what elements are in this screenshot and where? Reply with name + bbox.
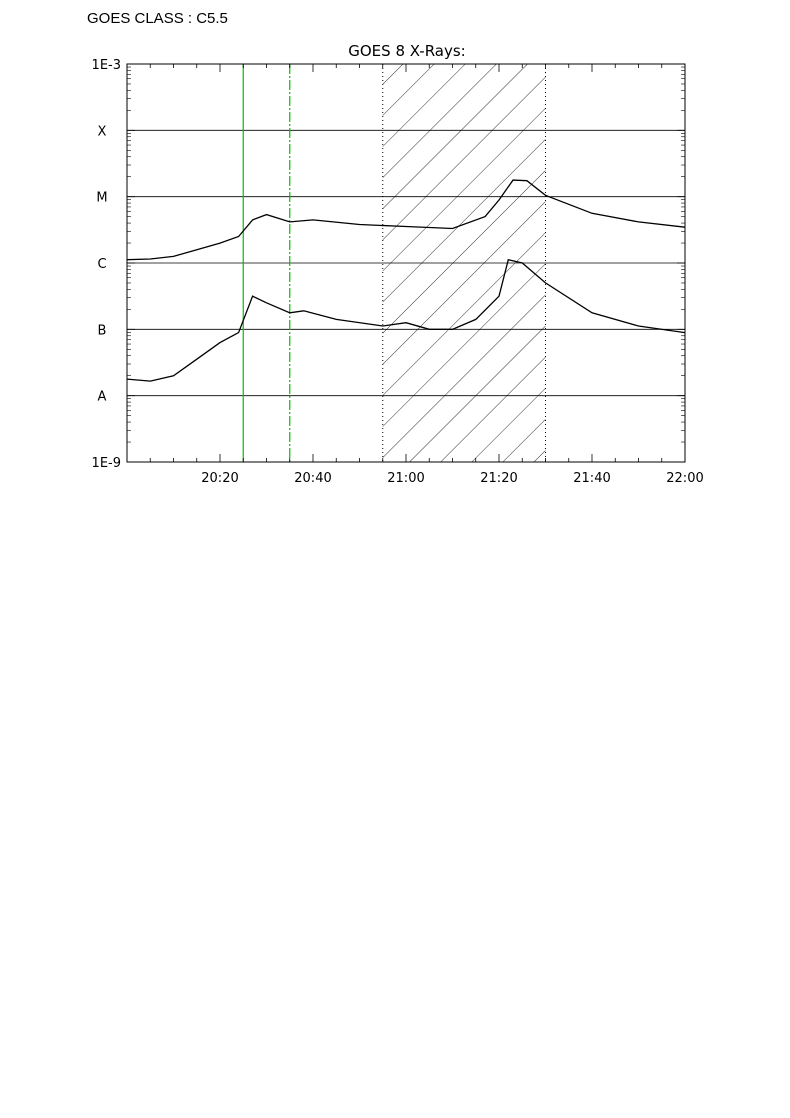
y-tick-label: C	[97, 257, 106, 272]
x-tick-label: 20:40	[294, 471, 331, 486]
x-tick-label: 21:40	[573, 471, 610, 486]
axis-layer: 20:20 20:40 21:00 21:20 21:40 22:00 1E-9 A B C M X 1…	[92, 58, 704, 486]
y-tick-label: M	[96, 191, 107, 206]
y-tick-label: 1E-9	[92, 456, 121, 471]
hatch-fill	[382, 64, 546, 462]
y-tick-label: B	[98, 323, 107, 338]
hatched-interval	[382, 64, 546, 462]
goes-xray-chart: GOES 8 X-Rays: 20:20 20:40 21:00 21:20 21:40…	[92, 42, 704, 486]
event-markers	[242, 64, 291, 462]
series-layer	[127, 179, 685, 382]
series-line	[127, 258, 685, 382]
chart-title: GOES 8 X-Rays:	[348, 42, 465, 60]
goes-class-label: GOES CLASS : C5.5	[87, 10, 228, 27]
series-line	[127, 179, 685, 261]
x-tick-label: 21:00	[387, 471, 424, 486]
x-tick-label: 20:20	[201, 471, 238, 486]
y-tick-label: X	[98, 124, 107, 139]
x-tick-label: 22:00	[666, 471, 703, 486]
x-tick-label: 21:20	[480, 471, 517, 486]
y-tick-label: 1E-3	[92, 58, 121, 73]
y-tick-label: A	[98, 390, 107, 405]
